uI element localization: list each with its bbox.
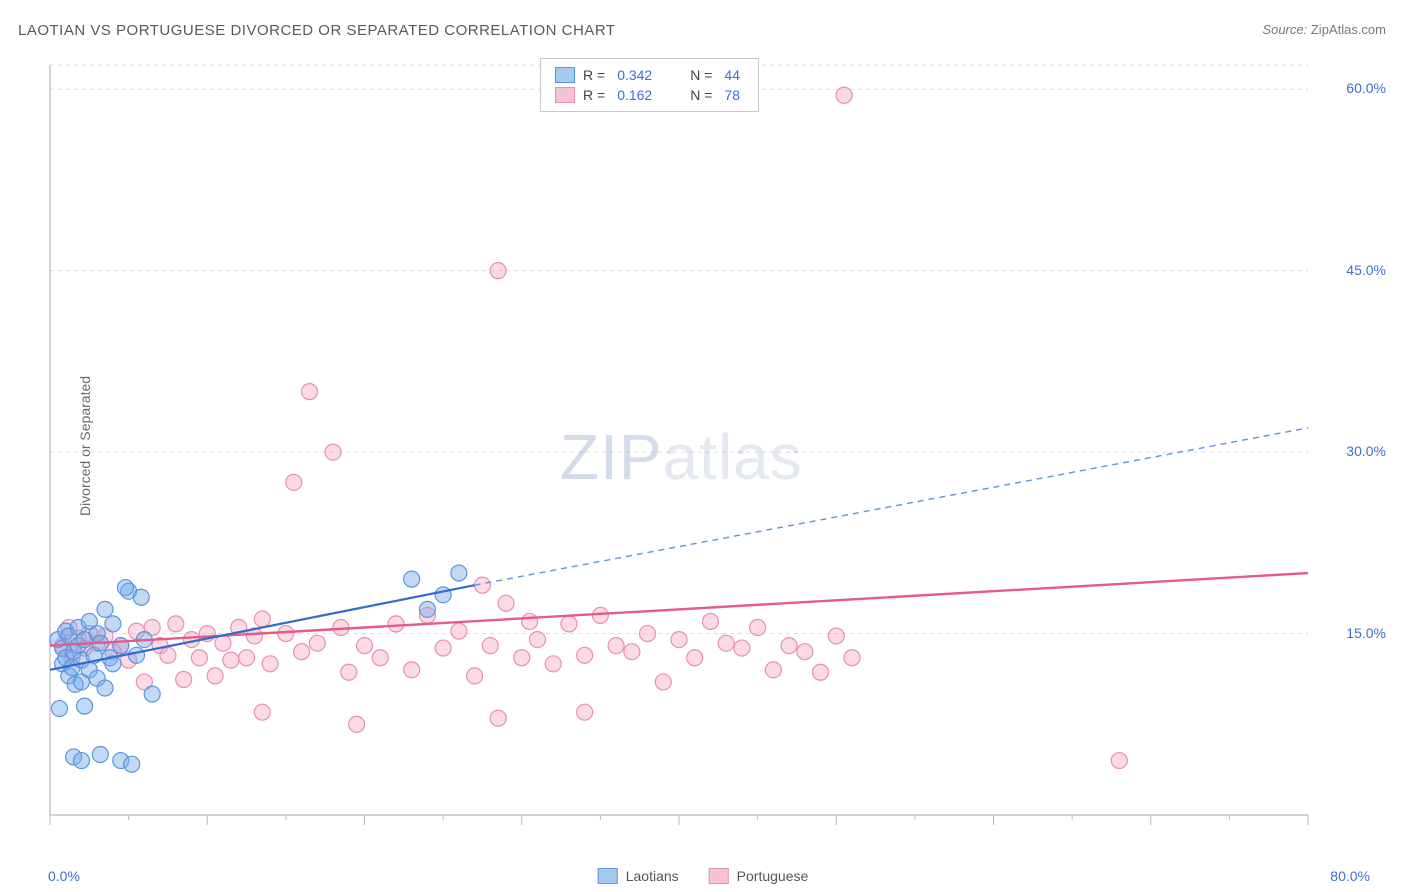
source-attribution: Source: ZipAtlas.com (1262, 22, 1386, 37)
x-tick-0: 0.0% (48, 868, 80, 884)
legend-stats: R = 0.342 N = 44 R = 0.162 N = 78 (540, 58, 759, 112)
scatter-plot-svg (48, 55, 1358, 845)
legend-swatch-portuguese (555, 87, 575, 103)
n-value-laotian: 44 (720, 67, 744, 83)
r-value-portuguese: 0.162 (613, 87, 656, 103)
legend-item-portuguese: Portuguese (709, 868, 809, 884)
legend-swatch-laotian (555, 67, 575, 83)
legend-bottom-swatch-laotian (598, 868, 618, 884)
n-value-portuguese: 78 (720, 87, 744, 103)
legend-item-laotian: Laotians (598, 868, 679, 884)
y-tick-30: 30.0% (1346, 443, 1386, 459)
legend-stats-row-portuguese: R = 0.162 N = 78 (555, 85, 744, 105)
n-label: N = (690, 87, 712, 103)
legend-series: Laotians Portuguese (598, 868, 809, 884)
r-label: R = (583, 87, 605, 103)
y-tick-45: 45.0% (1346, 262, 1386, 278)
legend-bottom-swatch-portuguese (709, 868, 729, 884)
chart-container: LAOTIAN VS PORTUGUESE DIVORCED OR SEPARA… (0, 0, 1406, 892)
source-label: Source: (1262, 22, 1307, 37)
y-tick-60: 60.0% (1346, 80, 1386, 96)
x-tick-80: 80.0% (1330, 868, 1370, 884)
chart-area (48, 55, 1358, 845)
r-value-laotian: 0.342 (613, 67, 656, 83)
n-label: N = (690, 67, 712, 83)
legend-label-laotian: Laotians (626, 868, 679, 884)
chart-title: LAOTIAN VS PORTUGUESE DIVORCED OR SEPARA… (18, 22, 616, 39)
legend-stats-row-laotian: R = 0.342 N = 44 (555, 65, 744, 85)
r-label: R = (583, 67, 605, 83)
source-value: ZipAtlas.com (1311, 22, 1386, 37)
y-tick-15: 15.0% (1346, 625, 1386, 641)
legend-label-portuguese: Portuguese (737, 868, 809, 884)
